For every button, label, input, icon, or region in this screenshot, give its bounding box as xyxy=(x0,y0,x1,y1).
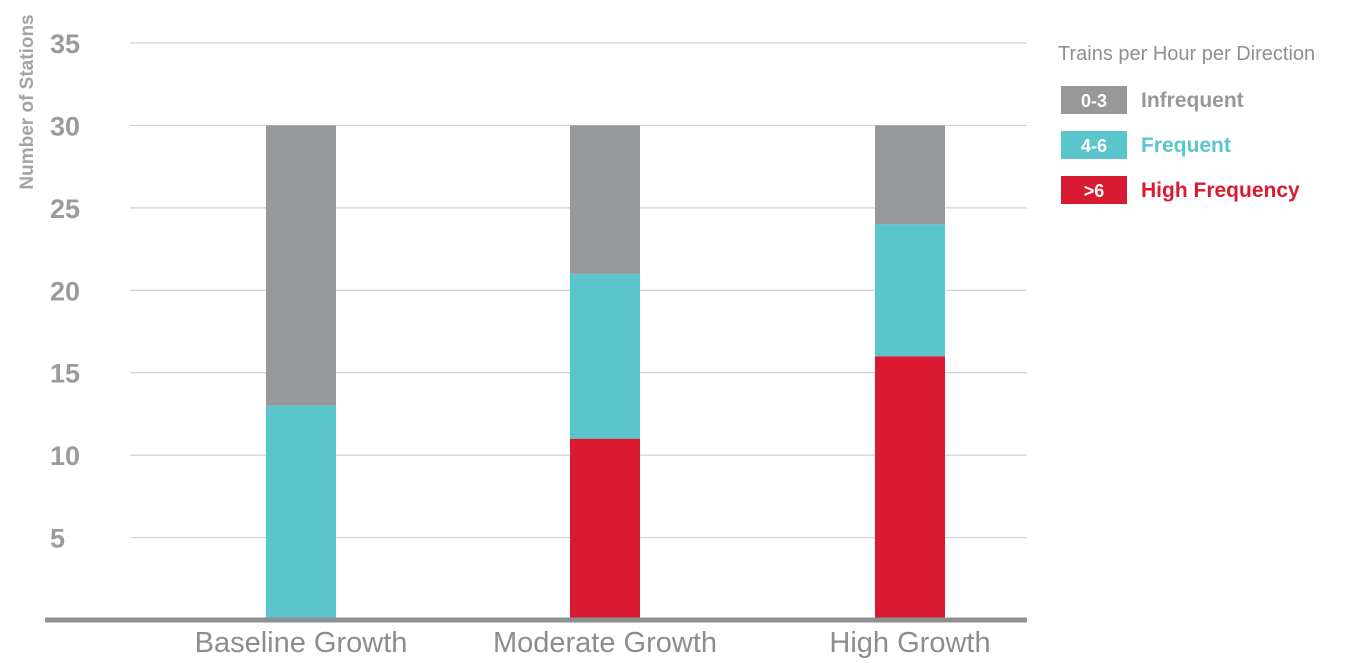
y-tick-label: 10 xyxy=(50,441,80,471)
bar-segment-frequent xyxy=(266,405,336,620)
bar-segment-infrequent xyxy=(875,125,945,225)
y-tick-labels: 5 10 15 20 25 30 35 xyxy=(50,29,80,554)
bar-segment-infrequent xyxy=(570,125,640,274)
category-label: Moderate Growth xyxy=(493,627,717,659)
y-tick-label: 30 xyxy=(50,111,80,141)
bar-segment-infrequent xyxy=(266,125,336,406)
y-tick-label: 20 xyxy=(50,276,80,306)
bars xyxy=(266,125,945,620)
legend-item: 4-6 Frequent xyxy=(1061,131,1231,159)
legend: Trains per Hour per Direction 0-3 Infrequ… xyxy=(1058,43,1315,204)
legend-label: Frequent xyxy=(1141,134,1231,157)
legend-code: >6 xyxy=(1084,181,1105,201)
legend-label: High Frequency xyxy=(1141,179,1300,202)
legend-code: 0-3 xyxy=(1081,91,1107,111)
category-label: Baseline Growth xyxy=(195,627,408,659)
legend-swatch xyxy=(1061,131,1127,159)
y-axis-label: Number of Stations xyxy=(17,14,38,189)
y-tick-label: 5 xyxy=(50,524,65,554)
bar-segment-high-frequency xyxy=(570,438,640,620)
legend-swatch xyxy=(1061,176,1127,204)
legend-item: >6 High Frequency xyxy=(1061,176,1300,204)
bar-segment-frequent xyxy=(875,224,945,357)
legend-swatch xyxy=(1061,86,1127,114)
y-tick-label: 35 xyxy=(50,29,80,59)
legend-label: Infrequent xyxy=(1141,89,1244,112)
bar-segment-high-frequency xyxy=(875,356,945,620)
legend-item: 0-3 Infrequent xyxy=(1061,86,1244,114)
y-tick-label: 25 xyxy=(50,194,80,224)
y-tick-label: 15 xyxy=(50,359,80,389)
legend-code: 4-6 xyxy=(1081,136,1107,156)
category-label: High Growth xyxy=(829,627,990,659)
category-labels: Baseline Growth Moderate Growth High Growt… xyxy=(195,627,991,659)
bar-segment-frequent xyxy=(570,273,640,439)
legend-title: Trains per Hour per Direction xyxy=(1058,43,1315,65)
